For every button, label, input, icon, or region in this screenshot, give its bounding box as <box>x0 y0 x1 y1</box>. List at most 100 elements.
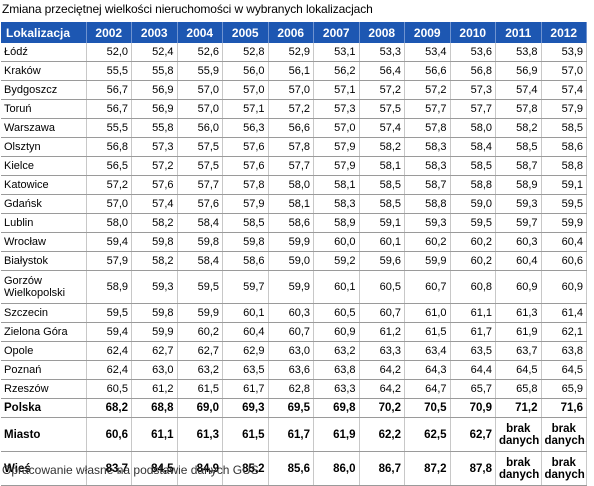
value-cell: 57,0 <box>313 118 360 138</box>
location-cell: Łódź <box>1 43 87 62</box>
value-cell: 61,7 <box>450 322 496 342</box>
table-row: Poznań 62,4 63,0 63,2 63,5 63,6 63,8 64,2 64,3 64… <box>1 360 587 380</box>
value-cell: 56,7 <box>86 99 132 119</box>
value-cell: 64,5 <box>495 360 542 380</box>
table-row: Kielce 56,5 57,2 57,5 57,6 57,7 57,9 58,1 58,3 58… <box>1 156 587 176</box>
location-cell: Opole <box>1 341 87 361</box>
value-cell: 61,7 <box>222 379 269 399</box>
value-cell: 53,6 <box>450 43 496 62</box>
value-cell: 57,8 <box>268 137 314 157</box>
location-cell: Lublin <box>1 213 87 233</box>
value-cell: 61,0 <box>404 303 451 323</box>
value-cell: 87,2 <box>404 451 451 486</box>
location-cell: Wrocław <box>1 232 87 252</box>
value-cell: 56,4 <box>359 61 405 81</box>
value-cell: 57,0 <box>268 80 314 100</box>
value-cell: 58,2 <box>495 118 542 138</box>
value-cell: 58,3 <box>404 156 451 176</box>
value-cell: 57,0 <box>86 194 132 214</box>
value-cell: 62,4 <box>86 360 132 380</box>
location-cell: Kraków <box>1 61 87 81</box>
value-cell: 57,4 <box>131 194 178 214</box>
value-cell: 59,6 <box>359 251 405 271</box>
value-cell: 56,9 <box>131 80 178 100</box>
value-cell: 59,9 <box>268 232 314 252</box>
value-cell: 65,7 <box>450 379 496 399</box>
location-cell: Białystok <box>1 251 87 271</box>
value-cell: 59,1 <box>541 175 587 195</box>
location-cell: Bydgoszcz <box>1 80 87 100</box>
value-cell: 59,5 <box>177 270 223 304</box>
value-cell: 60,5 <box>359 270 405 304</box>
value-cell: 61,9 <box>495 322 542 342</box>
value-cell: 58,2 <box>131 251 178 271</box>
value-cell: 61,1 <box>450 303 496 323</box>
value-cell: 59,8 <box>131 232 178 252</box>
value-cell: 61,5 <box>222 417 269 452</box>
value-cell: 59,9 <box>177 303 223 323</box>
value-cell: 59,9 <box>268 270 314 304</box>
value-cell: 69,8 <box>313 398 360 418</box>
value-cell: 55,9 <box>177 61 223 81</box>
value-cell: 57,2 <box>404 80 451 100</box>
location-cell: Gorzów Wielkopolski <box>1 270 87 304</box>
value-cell: 53,3 <box>359 43 405 62</box>
value-cell: 53,1 <box>313 43 360 62</box>
table-row: Łódź 52,0 52,4 52,6 52,8 52,9 53,1 53,3 53,4 53,6… <box>1 43 587 62</box>
value-cell: 60,4 <box>222 322 269 342</box>
value-cell: 70,2 <box>359 398 405 418</box>
value-cell: 59,5 <box>86 303 132 323</box>
value-cell: 58,6 <box>268 213 314 233</box>
value-cell: 59,5 <box>450 213 496 233</box>
column-header-year: 2009 <box>404 22 451 43</box>
value-cell: 70,5 <box>404 398 451 418</box>
value-cell: 60,2 <box>177 322 223 342</box>
location-cell: Szczecin <box>1 303 87 323</box>
value-cell: 58,5 <box>541 118 587 138</box>
value-cell: 57,6 <box>177 194 223 214</box>
value-cell: 61,2 <box>359 322 405 342</box>
value-cell: 57,2 <box>359 80 405 100</box>
column-header-year: 2002 <box>86 22 132 43</box>
table-row: Toruń 56,7 56,9 57,0 57,1 57,2 57,3 57,5 57,7 57,… <box>1 99 587 119</box>
value-cell: 87,8 <box>450 451 496 486</box>
value-cell: 58,1 <box>268 194 314 214</box>
value-cell: 57,5 <box>359 99 405 119</box>
value-cell: 63,0 <box>131 360 178 380</box>
value-cell: 64,5 <box>541 360 587 380</box>
table-row: Lublin 58,0 58,2 58,4 58,5 58,6 58,9 59,1 59,3 59… <box>1 213 587 233</box>
location-cell: Polska <box>1 398 87 418</box>
value-cell: 62,9 <box>222 341 269 361</box>
value-cell: 58,5 <box>222 213 269 233</box>
value-cell: 60,8 <box>450 270 496 304</box>
value-cell: 57,2 <box>268 99 314 119</box>
value-cell: 59,7 <box>222 270 269 304</box>
value-cell: 61,5 <box>177 379 223 399</box>
value-cell: 57,0 <box>222 80 269 100</box>
table-row: Miasto 60,6 61,1 61,3 61,5 61,7 61,9 62,2 62,5 62… <box>1 417 587 452</box>
value-cell: 69,0 <box>177 398 223 418</box>
value-cell: 60,7 <box>404 270 451 304</box>
value-cell: 59,3 <box>131 270 178 304</box>
value-cell: 56,6 <box>404 61 451 81</box>
value-cell: 57,2 <box>86 175 132 195</box>
value-cell: 59,0 <box>268 251 314 271</box>
value-cell: 55,8 <box>131 118 178 138</box>
value-cell: 65,8 <box>495 379 542 399</box>
value-cell: 60,1 <box>222 303 269 323</box>
value-cell: 59,8 <box>222 232 269 252</box>
value-cell: 58,8 <box>450 175 496 195</box>
value-cell: 58,4 <box>177 251 223 271</box>
value-cell: 57,1 <box>222 99 269 119</box>
value-cell: 85,6 <box>268 451 314 486</box>
value-cell: 86,0 <box>313 451 360 486</box>
value-cell: 70,9 <box>450 398 496 418</box>
column-header-lokalizacja: Lokalizacja <box>1 22 87 43</box>
location-cell: Rzeszów <box>1 379 87 399</box>
value-cell: 59,9 <box>404 251 451 271</box>
value-cell: 63,8 <box>541 341 587 361</box>
column-header-year: 2010 <box>450 22 496 43</box>
value-cell: 56,6 <box>268 118 314 138</box>
value-cell: 63,3 <box>359 341 405 361</box>
value-cell: 57,9 <box>313 137 360 157</box>
